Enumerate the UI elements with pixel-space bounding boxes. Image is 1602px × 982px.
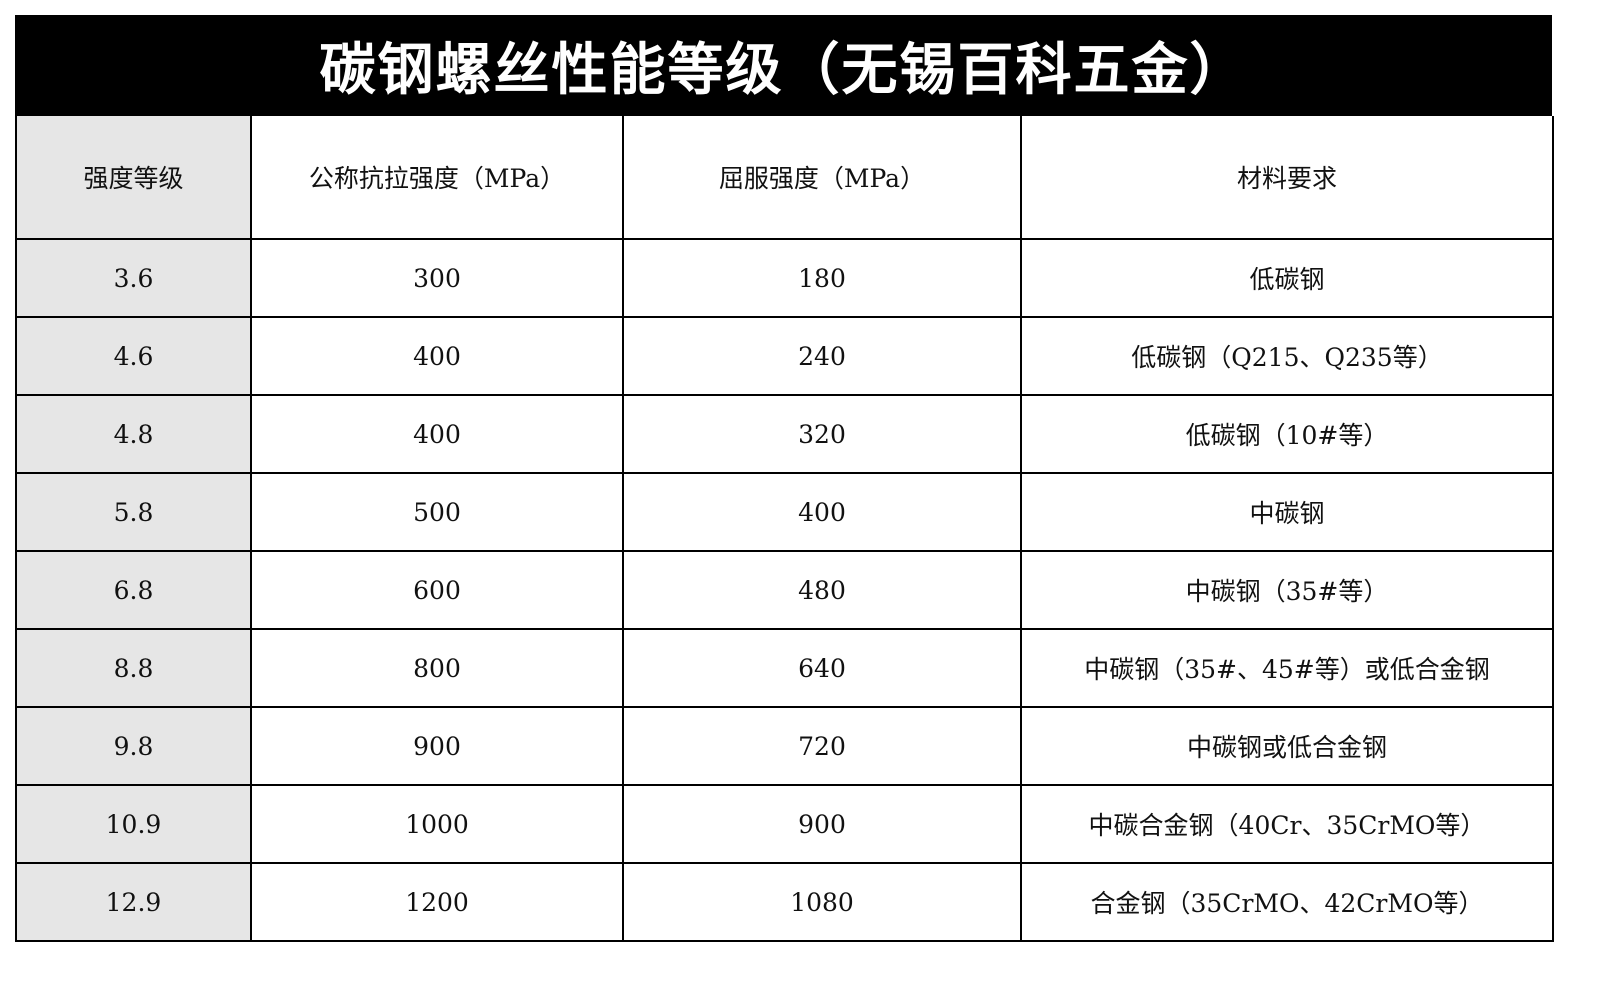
grade-cell: 5.8	[15, 472, 252, 552]
tensile-cell: 1000	[250, 784, 624, 864]
header-cell-grade: 强度等级	[15, 116, 252, 240]
material-cell: 中碳钢	[1020, 472, 1554, 552]
material-cell: 低碳钢	[1020, 238, 1554, 318]
header-row: 强度等级 公称抗拉强度（MPa） 屈服强度（MPa） 材料要求	[15, 116, 1554, 240]
material-cell: 低碳钢（10#等）	[1020, 394, 1554, 474]
table-row: 9.8 900 720 中碳钢或低合金钢	[15, 706, 1554, 786]
material-cell: 中碳钢（35#等）	[1020, 550, 1554, 630]
grade-table-container: 碳钢螺丝性能等级（无锡百科五金） 强度等级 公称抗拉强度（MPa） 屈服强度（M…	[15, 15, 1554, 942]
yield-cell: 640	[622, 628, 1022, 708]
table-title: 碳钢螺丝性能等级（无锡百科五金）	[15, 15, 1552, 116]
material-cell: 中碳钢或低合金钢	[1020, 706, 1554, 786]
material-cell: 低碳钢（Q215、Q235等）	[1020, 316, 1554, 396]
tensile-cell: 400	[250, 316, 624, 396]
yield-cell: 720	[622, 706, 1022, 786]
table-row: 10.9 1000 900 中碳合金钢（40Cr、35CrMO等）	[15, 784, 1554, 864]
tensile-cell: 800	[250, 628, 624, 708]
yield-cell: 240	[622, 316, 1022, 396]
grade-cell: 12.9	[15, 862, 252, 942]
header-cell-yield: 屈服强度（MPa）	[622, 116, 1022, 240]
material-cell: 中碳合金钢（40Cr、35CrMO等）	[1020, 784, 1554, 864]
yield-cell: 400	[622, 472, 1022, 552]
table-row: 5.8 500 400 中碳钢	[15, 472, 1554, 552]
table-row: 4.6 400 240 低碳钢（Q215、Q235等）	[15, 316, 1554, 396]
tensile-cell: 500	[250, 472, 624, 552]
header-cell-tensile: 公称抗拉强度（MPa）	[250, 116, 624, 240]
tensile-cell: 400	[250, 394, 624, 474]
table-row: 3.6 300 180 低碳钢	[15, 238, 1554, 318]
yield-cell: 180	[622, 238, 1022, 318]
grade-cell: 9.8	[15, 706, 252, 786]
yield-cell: 900	[622, 784, 1022, 864]
yield-cell: 480	[622, 550, 1022, 630]
table-row: 8.8 800 640 中碳钢（35#、45#等）或低合金钢	[15, 628, 1554, 708]
material-cell: 中碳钢（35#、45#等）或低合金钢	[1020, 628, 1554, 708]
tensile-cell: 900	[250, 706, 624, 786]
header-cell-material: 材料要求	[1020, 116, 1554, 240]
table-row: 6.8 600 480 中碳钢（35#等）	[15, 550, 1554, 630]
table-row: 12.9 1200 1080 合金钢（35CrMO、42CrMO等）	[15, 862, 1554, 942]
grade-cell: 4.8	[15, 394, 252, 474]
material-cell: 合金钢（35CrMO、42CrMO等）	[1020, 862, 1554, 942]
tensile-cell: 300	[250, 238, 624, 318]
grade-cell: 6.8	[15, 550, 252, 630]
tensile-cell: 1200	[250, 862, 624, 942]
grade-cell: 10.9	[15, 784, 252, 864]
grade-cell: 3.6	[15, 238, 252, 318]
grade-cell: 8.8	[15, 628, 252, 708]
tensile-cell: 600	[250, 550, 624, 630]
grade-cell: 4.6	[15, 316, 252, 396]
yield-cell: 320	[622, 394, 1022, 474]
yield-cell: 1080	[622, 862, 1022, 942]
table-row: 4.8 400 320 低碳钢（10#等）	[15, 394, 1554, 474]
grade-table: 强度等级 公称抗拉强度（MPa） 屈服强度（MPa） 材料要求 3.6 300 18…	[15, 116, 1554, 942]
